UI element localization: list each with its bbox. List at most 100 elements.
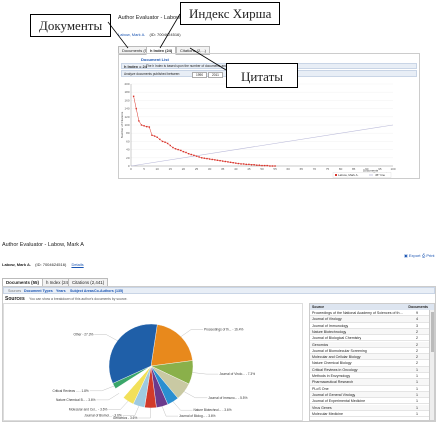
source-count: 2: [416, 348, 418, 353]
col-source[interactable]: Source: [312, 305, 325, 309]
data-point: [172, 146, 174, 149]
filter-years[interactable]: Years: [56, 289, 66, 293]
pie-leader-line: [172, 401, 193, 411]
filter-sources[interactable]: Sources: [8, 289, 22, 293]
x-tick-label: 60: [287, 167, 291, 171]
x-tick-label: 75: [326, 167, 330, 171]
section-header: Sources You can show a breakdown of this…: [5, 296, 435, 302]
callout-h-index: Индекс Хирша: [180, 2, 281, 25]
x-tick-label: 45: [247, 167, 251, 171]
x-tick-label: 10: [156, 167, 160, 171]
pie-leader-line: [94, 334, 118, 341]
table-scrollbar-thumb[interactable]: [430, 312, 434, 352]
source-count: 1: [416, 392, 418, 397]
bottom-author-name: Labow, Mark A.: [2, 262, 32, 267]
pie-container: Proceedings of th... - 16.4% Journal of V…: [3, 303, 303, 421]
table-row[interactable]: PLoS One 1: [310, 386, 430, 392]
y-axis-title: Number of Citations: [120, 111, 124, 138]
bottom-author-id: (ID: 7004624516): [35, 262, 67, 267]
x-tick-label: 100: [390, 167, 395, 171]
top-author-id: (ID: 7004624516): [149, 32, 181, 37]
data-point: [140, 124, 143, 126]
x-tick-label: 90: [365, 167, 369, 171]
data-point: [164, 141, 166, 143]
x-tick-label: 5: [143, 167, 145, 171]
source-count: 1: [416, 405, 418, 410]
filter-subject-areas[interactable]: Subject Areas: [70, 289, 94, 293]
data-point: [190, 153, 192, 156]
top-page-title: Author Evaluator - Labow, Mark A: [118, 15, 200, 21]
data-point: [166, 142, 169, 145]
data-point: [203, 157, 206, 159]
pie-leader-line: [138, 407, 151, 419]
table-row[interactable]: Pharmaceutical Research 1: [310, 379, 430, 386]
x-tick-label: 65: [300, 167, 304, 171]
filter-co-authors[interactable]: Co-Authors (135): [94, 289, 124, 293]
data-point: [224, 160, 227, 163]
source-count: 1: [416, 386, 418, 391]
data-point: [232, 162, 234, 164]
source-count: 1: [416, 399, 418, 404]
pie-leader-line: [89, 385, 115, 391]
export-button[interactable]: ▣ Export: [404, 253, 421, 258]
data-point: [185, 151, 187, 154]
table-row[interactable]: Journal of Experimental Medicine 1: [310, 398, 430, 405]
col-documents[interactable]: Documents: [408, 305, 428, 309]
print-button[interactable]: ⎙ Print: [422, 253, 435, 258]
table-row[interactable]: Journal of Biological Chemistry 2: [310, 335, 430, 342]
table-row[interactable]: Nature Biotechnology 2: [310, 328, 430, 336]
x-tick-label: 25: [195, 167, 199, 171]
x-tick-label: 0: [130, 167, 132, 171]
table-row[interactable]: Journal of Immunology 3: [310, 323, 430, 329]
pie-slice: [150, 324, 193, 367]
data-point: [180, 149, 182, 152]
y-tick-label: 0: [128, 164, 130, 168]
pie-slice-label: Molecular and Cel... - 3.6%: [69, 408, 108, 412]
ref-45-line: [130, 124, 394, 167]
table-row[interactable]: Journal of Virology 4: [310, 316, 430, 323]
data-point: [208, 158, 211, 160]
pie-leader-line: [122, 406, 139, 416]
table-row[interactable]: Virus Genes 1: [310, 404, 430, 411]
table-row[interactable]: Journal of Biomolecular Screening 2: [310, 348, 430, 355]
top-author-name[interactable]: Labow, Mark A.: [118, 32, 146, 37]
table-row[interactable]: Nature Chemical Biology 2: [310, 360, 430, 367]
pie-leader-line: [108, 401, 129, 410]
x-tick-label: 50: [260, 167, 264, 171]
pie-slice: [108, 323, 158, 384]
data-point: [177, 148, 179, 151]
data-point: [240, 163, 242, 165]
source-count: 1: [416, 380, 418, 385]
data-point: [214, 159, 216, 161]
filter-document-types[interactable]: Document Types: [24, 289, 53, 293]
table-row[interactable]: Critical Reviews in Oncology 1: [310, 366, 430, 373]
data-point: [237, 162, 240, 165]
data-point: [261, 164, 263, 167]
top-subtab-document-list[interactable]: Document List: [141, 57, 169, 62]
source-name: Molecular Medicine: [312, 411, 343, 416]
data-point: [198, 156, 200, 158]
table-scrollbar[interactable]: [429, 310, 434, 420]
data-point: [151, 134, 153, 136]
top-tab-citations[interactable]: Citations (2,...): [176, 46, 211, 55]
top-range-label: Analyze documents published between:: [124, 72, 181, 76]
top-range-to[interactable]: 2011: [208, 72, 223, 78]
pie-slice-label: Proceedings of th... - 16.4%: [204, 328, 244, 332]
table-row[interactable]: Methods in Enzymology 1: [310, 373, 430, 380]
table-row[interactable]: Genomics 2: [310, 341, 430, 348]
table-row[interactable]: Proceedings of the National Academy of S…: [310, 310, 430, 317]
top-range-from[interactable]: 1990: [192, 72, 208, 78]
data-point: [245, 163, 247, 166]
source-count: 1: [416, 367, 418, 372]
pie-slice-label: Critical Reviews ... - 1.8%: [52, 389, 88, 393]
table-row[interactable]: Journal of General Virology 1: [310, 391, 430, 399]
pie-leader-line: [180, 329, 203, 337]
table-row[interactable]: Molecular and Cellular Biology 2: [310, 354, 430, 361]
x-tick-label: 85: [352, 167, 356, 171]
data-point: [266, 164, 268, 167]
data-point: [159, 138, 161, 141]
details-link[interactable]: Details: [71, 262, 84, 267]
data-point: [156, 136, 158, 138]
table-row[interactable]: Molecular Medicine 1: [310, 411, 430, 418]
